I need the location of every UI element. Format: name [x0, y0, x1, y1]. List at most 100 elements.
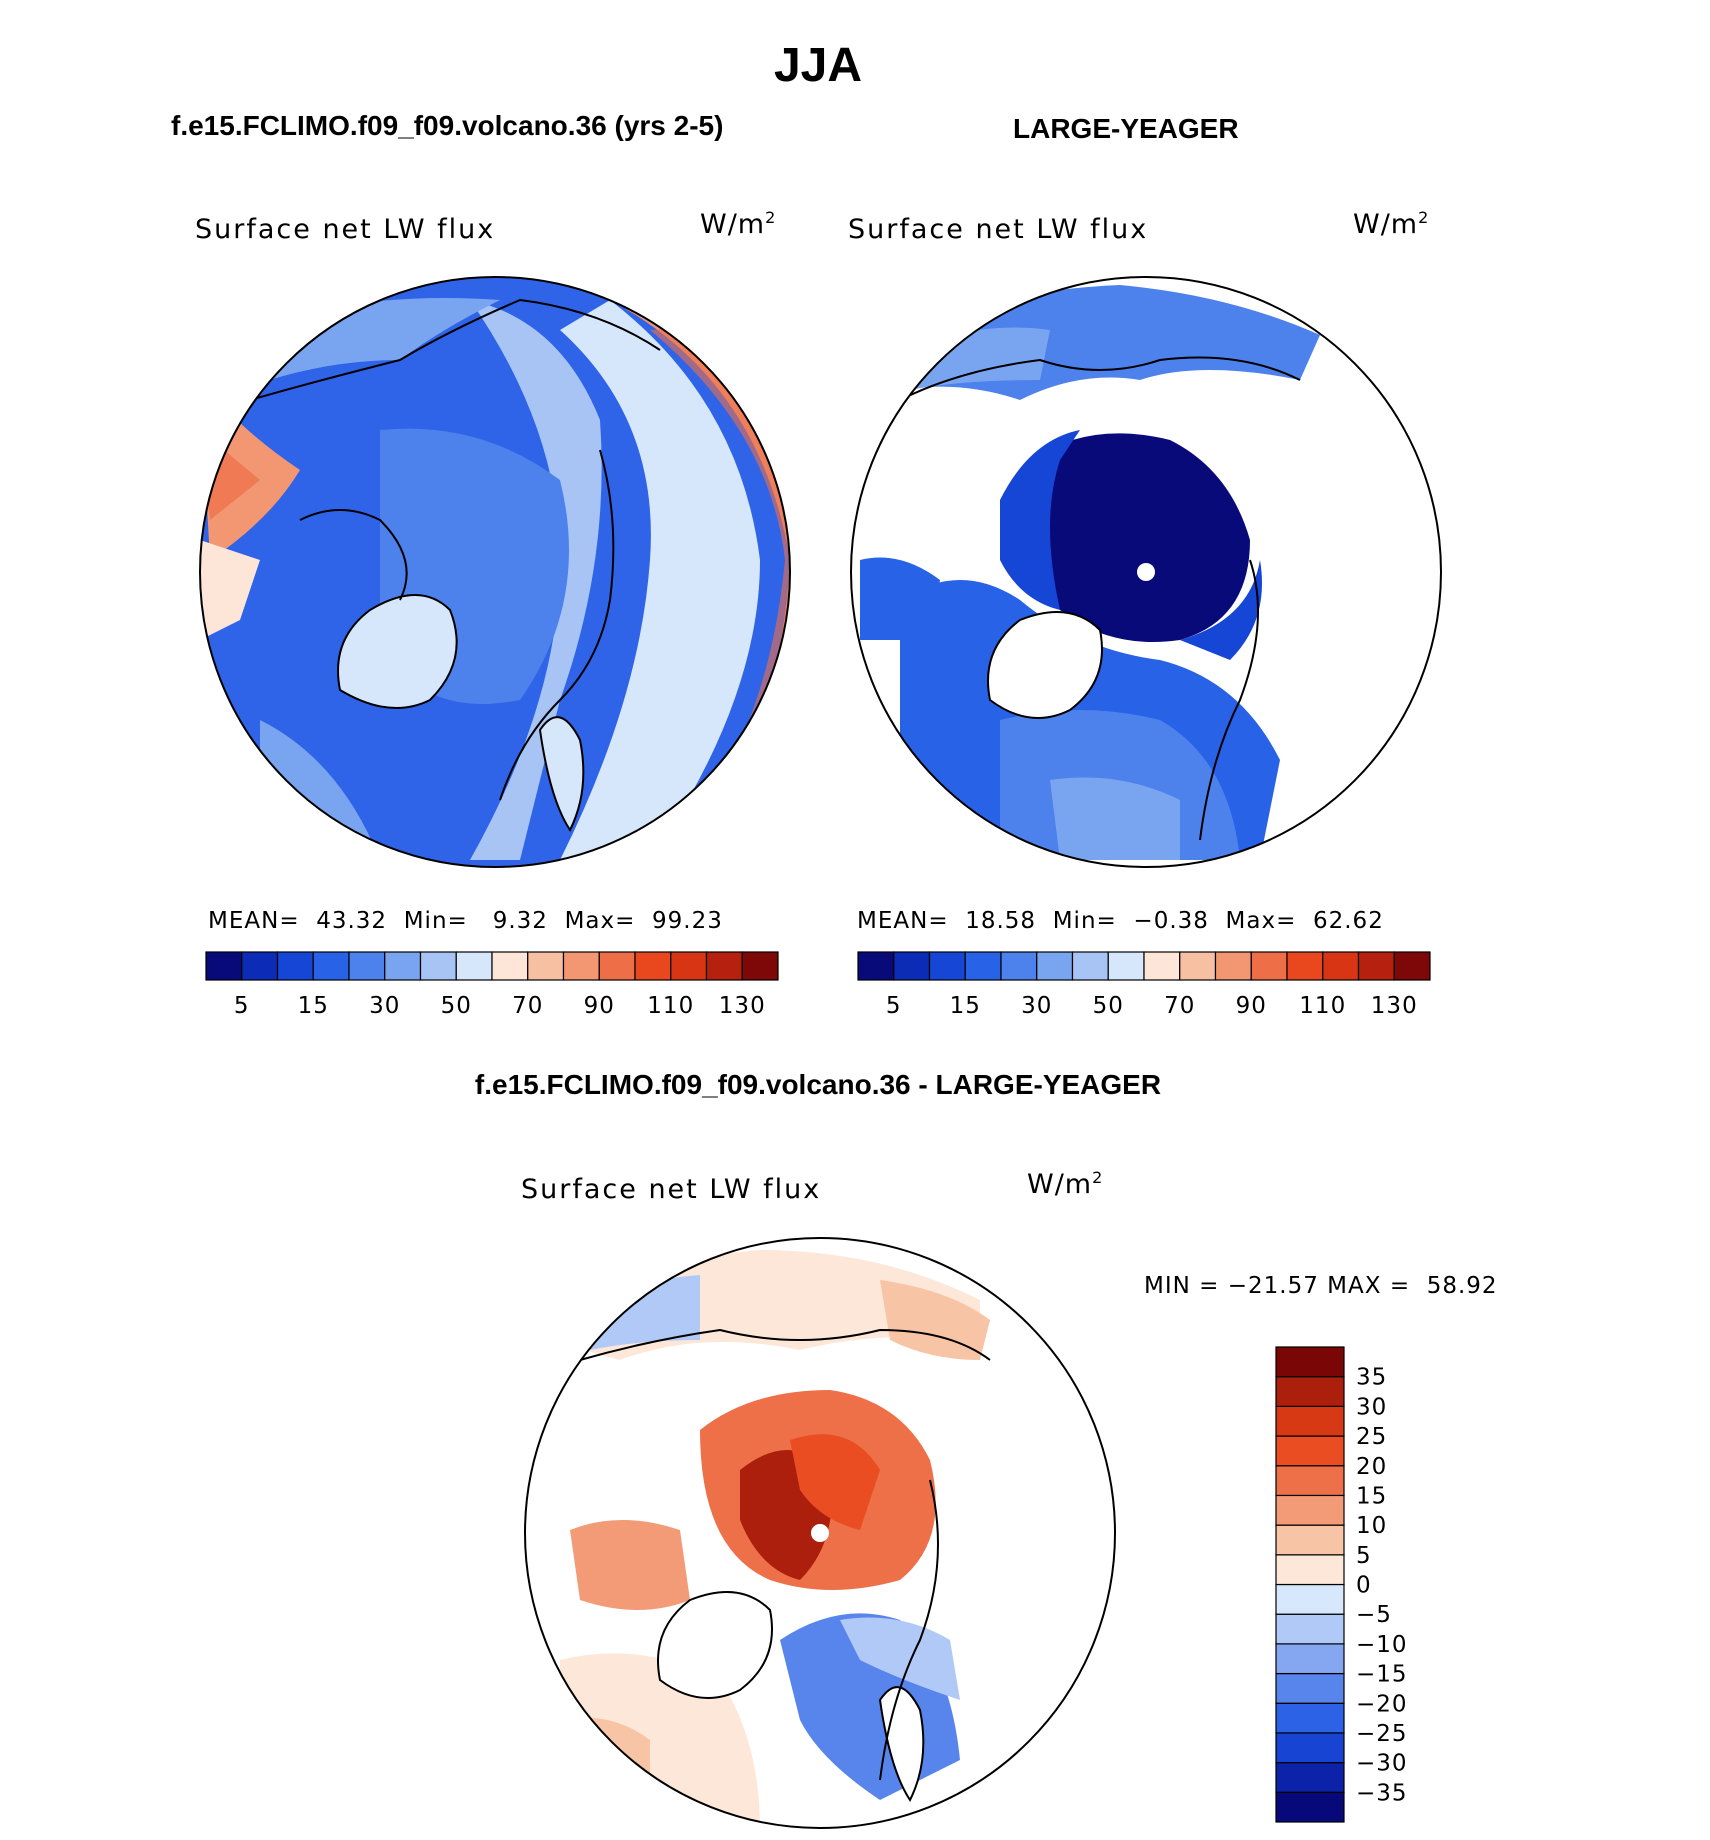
colorbar-3-tick-label: 15	[1356, 1483, 1387, 1509]
colorbar-1-swatch	[241, 951, 279, 981]
colorbar-2-tick-label: 90	[1236, 993, 1267, 1019]
colorbar-1-swatch	[598, 951, 636, 981]
colorbar-1-swatch	[705, 951, 743, 981]
colorbar-2-swatch	[1143, 951, 1181, 981]
colorbar-3-tick-label: −30	[1356, 1751, 1408, 1777]
colorbar-2-swatch	[1214, 951, 1252, 981]
panel-1-variable-label: Surface net LW flux	[195, 214, 496, 245]
colorbar-3-swatch	[1275, 1732, 1345, 1764]
colorbar-2-tick-label: 15	[950, 993, 981, 1019]
colorbar-1-swatch	[527, 951, 565, 981]
panel-3-stats: MIN = −21.57 MAX = 58.92	[1144, 1273, 1498, 1299]
colorbar-1-swatch	[634, 951, 672, 981]
panel-1-stats: MEAN= 43.32 Min= 9.32 Max= 99.23	[208, 908, 723, 934]
colorbar-2-swatch	[1322, 951, 1360, 981]
colorbar-3-swatch	[1275, 1791, 1345, 1823]
colorbar-1-tick-label: 110	[647, 993, 694, 1019]
map-2-pole-marker	[1137, 563, 1155, 581]
colorbar-3-swatch	[1275, 1524, 1345, 1556]
colorbar-3-tick-label: 35	[1356, 1365, 1387, 1391]
right-panel-header: LARGE-YEAGER	[1013, 113, 1239, 144]
colorbar-3-tick-label: −10	[1356, 1632, 1408, 1658]
map-3-pole-marker	[811, 1524, 829, 1542]
colorbar-2-tick-label: 50	[1093, 993, 1124, 1019]
map-3-border	[524, 1237, 1116, 1829]
difference-header: f.e15.FCLIMO.f09_f09.volcano.36 - LARGE-…	[474, 1069, 1162, 1100]
left-panel-header: f.e15.FCLIMO.f09_f09.volcano.36 (yrs 2-5…	[171, 110, 724, 141]
colorbar-1-swatch	[348, 951, 386, 981]
colorbar-2-tick-label: 130	[1371, 993, 1418, 1019]
colorbar-2-tick-label: 70	[1164, 993, 1195, 1019]
colorbar-2-swatch	[1071, 951, 1109, 981]
colorbar-3-swatch	[1275, 1494, 1345, 1526]
panel-3-variable-label: Surface net LW flux	[521, 1174, 822, 1205]
colorbar-3-swatch	[1275, 1435, 1345, 1467]
colorbar-2-swatch	[1357, 951, 1395, 981]
colorbar-3-swatch	[1275, 1465, 1345, 1497]
colorbar-1-swatch	[312, 951, 350, 981]
colorbar-1-swatch	[670, 951, 708, 981]
colorbar-3-swatch	[1275, 1613, 1345, 1645]
colorbar-2-swatch	[1286, 951, 1324, 981]
colorbar-1-swatch	[562, 951, 600, 981]
panel-2-units: W/m2	[1353, 208, 1430, 240]
colorbar-2-swatch	[1393, 951, 1431, 981]
colorbar-1-swatch	[741, 951, 779, 981]
colorbar-1-swatch	[205, 951, 243, 981]
colorbar-3-tick-label: 0	[1356, 1573, 1372, 1599]
colorbar-1-tick-label: 15	[298, 993, 329, 1019]
colorbar-1-swatch	[276, 951, 314, 981]
colorbar-1-swatch	[419, 951, 457, 981]
colorbar-2-tick-label: 110	[1299, 993, 1346, 1019]
colorbar-3-swatch	[1275, 1643, 1345, 1675]
panel-3-units: W/m2	[1027, 1168, 1104, 1200]
colorbar-2-tick-label: 5	[886, 993, 902, 1019]
colorbar-2-swatch	[1250, 951, 1288, 981]
map-3-field	[525, 1238, 1115, 1828]
colorbar-3-tick-label: −5	[1356, 1602, 1392, 1628]
colorbar-3-tick-label: 10	[1356, 1513, 1387, 1539]
colorbar-1-tick-label: 30	[369, 993, 400, 1019]
colorbar-2-swatch	[857, 951, 895, 981]
colorbar-2-swatch	[1179, 951, 1217, 981]
colorbar-1-tick-label: 90	[584, 993, 615, 1019]
colorbar-3-swatch	[1275, 1672, 1345, 1704]
colorbar-2-swatch	[1107, 951, 1145, 981]
colorbar-3-tick-label: 5	[1356, 1543, 1372, 1569]
main-title: JJA	[773, 39, 863, 92]
colorbar-3-tick-label: 25	[1356, 1424, 1387, 1450]
map-2-border	[850, 276, 1442, 868]
colorbar-3-swatch	[1275, 1346, 1345, 1378]
colorbar-3-swatch	[1275, 1376, 1345, 1407]
map-1-field	[200, 277, 790, 867]
panel-2-variable-label: Surface net LW flux	[848, 214, 1149, 245]
colorbar-2-swatch	[1000, 951, 1038, 981]
colorbar-3-swatch	[1275, 1583, 1345, 1615]
colorbar-2-swatch	[928, 951, 966, 981]
colorbar-3-swatch	[1275, 1554, 1345, 1586]
panel-1-units: W/m2	[700, 208, 777, 240]
colorbar-3-tick-label: −20	[1356, 1691, 1408, 1717]
colorbar-1-tick-label: 5	[234, 993, 250, 1019]
panel-2-stats: MEAN= 18.58 Min= −0.38 Max= 62.62	[857, 908, 1384, 934]
colorbar-2-tick-label: 30	[1021, 993, 1052, 1019]
colorbar-3-tick-label: −35	[1356, 1780, 1408, 1806]
colorbar-2-swatch	[964, 951, 1002, 981]
colorbar-3-swatch	[1275, 1762, 1345, 1793]
colorbar-3-swatch	[1275, 1405, 1345, 1437]
colorbar-3-tick-label: 20	[1356, 1454, 1387, 1480]
colorbar-1-tick-label: 70	[512, 993, 543, 1019]
colorbar-2-swatch	[1036, 951, 1074, 981]
colorbar-1-swatch	[384, 951, 422, 981]
colorbar-1-tick-label: 130	[719, 993, 766, 1019]
colorbar-3-tick-label: −15	[1356, 1662, 1408, 1688]
colorbar-3: 35 30 25 20 15 10 5 0 −5 −10 −15 −20 −25 −30 −35	[1275, 1346, 1408, 1823]
colorbar-1: 5 15 30 50 70 90 110 130	[205, 951, 779, 1019]
colorbar-3-tick-label: 30	[1356, 1394, 1387, 1420]
colorbar-3-tick-label: −25	[1356, 1721, 1408, 1747]
colorbar-1-tick-label: 50	[441, 993, 472, 1019]
colorbar-2: 5 15 30 50 70 90 110 130	[857, 951, 1431, 1019]
colorbar-1-swatch	[455, 951, 493, 981]
colorbar-1-swatch	[491, 951, 529, 981]
